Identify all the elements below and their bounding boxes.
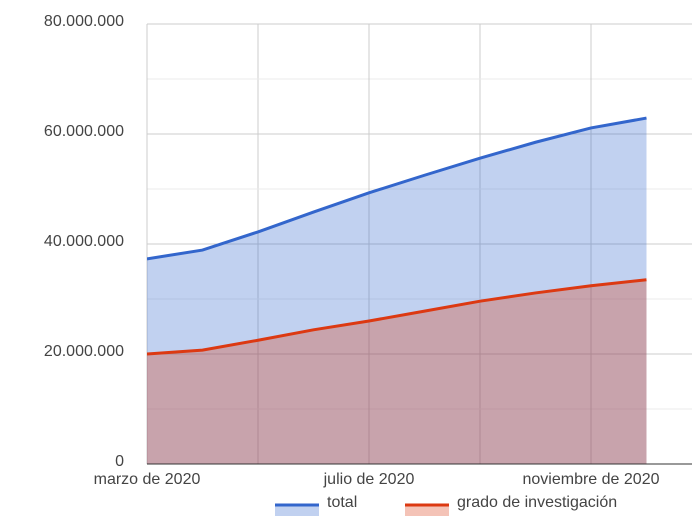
y-tick-label: 80.000.000	[44, 13, 124, 30]
area-line	[147, 116, 647, 261]
y-tick-label: 40.000.000	[44, 233, 124, 250]
area-fill	[147, 118, 647, 465]
y-tick-label: 60.000.000	[44, 123, 124, 140]
area-line	[147, 278, 647, 356]
legend-swatch-fill	[275, 505, 319, 516]
area-fill	[147, 279, 647, 464]
legend-label: total	[327, 494, 357, 511]
legend-swatch-fill	[405, 505, 449, 516]
x-tick-label: noviembre de 2020	[523, 471, 660, 488]
y-tick-label: 20.000.000	[44, 343, 124, 360]
x-tick-label: julio de 2020	[323, 471, 415, 488]
x-tick-label: marzo de 2020	[94, 471, 201, 488]
plot	[147, 116, 647, 465]
y-tick-label: 0	[115, 453, 124, 470]
legend-label: grado de investigación	[457, 494, 617, 511]
